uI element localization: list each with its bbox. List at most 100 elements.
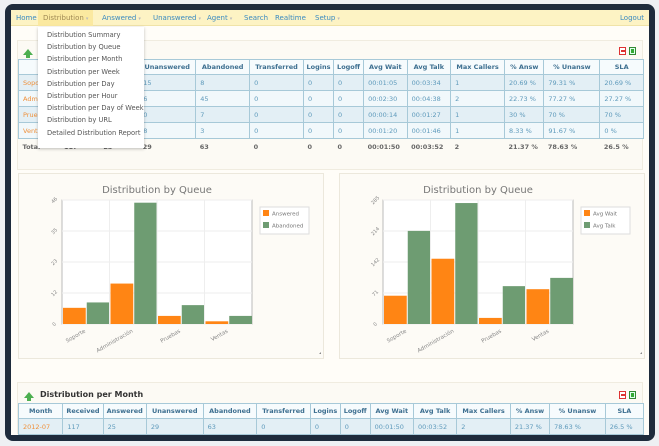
table-cell: 1	[450, 122, 506, 139]
legend-label: Answered	[272, 212, 299, 218]
total-cell: 2	[450, 138, 505, 155]
table-cell: 20.69 %	[599, 74, 644, 91]
table-cell: 1	[450, 106, 506, 123]
resize-handle-icon[interactable]	[640, 352, 642, 354]
column-header[interactable]: % Unansw	[543, 59, 601, 75]
column-header[interactable]: Unanswered	[145, 403, 204, 419]
column-header[interactable]: Logoff	[333, 59, 365, 75]
y-tick-label: 46	[50, 196, 59, 205]
column-header[interactable]: Avg Wait	[369, 403, 414, 419]
column-header[interactable]: Received	[62, 403, 104, 419]
table-cell: 70 %	[543, 106, 601, 123]
chart-calls: Distribution by Queue 0 12 23 35 46 Soporte Adm…	[50, 185, 321, 354]
column-header[interactable]: Logins	[302, 59, 335, 75]
collapse-up-icon[interactable]	[24, 392, 34, 401]
y-tick-label: 23	[50, 258, 59, 267]
column-header[interactable]: Max Callers	[456, 403, 511, 419]
table-cell: 20.69 %	[504, 74, 545, 91]
column-header[interactable]: % Answ	[509, 403, 551, 419]
bar-avg-wait	[526, 289, 550, 324]
table-cell: 00:02:30	[363, 90, 408, 107]
menu-item[interactable]: Distribution per Day of Week	[47, 104, 144, 113]
legend-swatch	[263, 222, 269, 228]
column-header[interactable]: Transferred	[256, 403, 311, 419]
table-cell: 0	[333, 106, 365, 123]
bar-avg-talk	[502, 286, 526, 324]
column-header[interactable]: % Answ	[504, 59, 545, 75]
column-header[interactable]: % Unansw	[549, 403, 606, 419]
x-tick-label: Soporte	[65, 328, 87, 344]
nav-label: Answered	[102, 14, 137, 22]
table-cell: 0	[302, 122, 335, 139]
collapse-up-icon[interactable]	[23, 49, 33, 58]
legend-label: Avg Talk	[593, 224, 616, 230]
column-header[interactable]: Month	[17, 403, 64, 419]
column-header[interactable]: Logins	[309, 403, 341, 419]
menu-item[interactable]: Detailed Distribution Report	[47, 128, 141, 137]
nav-item-answered[interactable]: Answered ▾	[97, 10, 146, 26]
chart-legend: Answered Abandoned	[259, 206, 310, 235]
excel-export-icon[interactable]	[629, 47, 636, 55]
column-header[interactable]: Unanswered	[138, 59, 197, 75]
table-cell: 29	[145, 418, 204, 435]
table-cell: 8.33 %	[504, 122, 545, 139]
menu-item[interactable]: Distribution Summary	[47, 31, 121, 39]
legend-label: Avg Wait	[593, 212, 618, 218]
bar-avg-talk	[455, 203, 478, 324]
nav-item-unanswered[interactable]: Unanswered ▾	[148, 10, 206, 26]
nav-item-search[interactable]: Search	[239, 10, 273, 26]
column-header[interactable]: SLA	[604, 403, 645, 419]
x-tick-label: Pruebas	[160, 328, 182, 344]
table-cell: 25	[102, 418, 147, 435]
table-cell: 00:01:50	[369, 418, 414, 435]
table-cell: 0	[333, 74, 365, 91]
y-tick-label: 0	[372, 321, 378, 327]
table-row: Sopor 15 8 0 0 0 00:01:05 00:03:34 1 20.69 % 79.31…	[17, 74, 644, 91]
pdf-export-icon[interactable]	[619, 47, 626, 55]
table-cell: 0	[309, 418, 341, 435]
table-cell: 70 %	[599, 106, 644, 123]
menu-item[interactable]: Distribution by URL	[47, 116, 112, 125]
total-cell: 0	[333, 138, 364, 155]
column-header[interactable]: SLA	[599, 59, 644, 75]
table-cell: 117	[62, 418, 104, 435]
excel-export-icon[interactable]	[629, 391, 636, 399]
resize-handle-icon[interactable]	[319, 352, 321, 354]
bar-abandoned	[134, 202, 157, 324]
chart-panel-times: Distribution by Queue 0 71 142 214 285 Soporte…	[339, 173, 645, 359]
y-tick-label: 35	[50, 227, 59, 236]
column-header[interactable]: Logoff	[339, 403, 371, 419]
total-cell: 29	[138, 138, 196, 155]
menu-item[interactable]: Distribution per Day	[47, 79, 115, 88]
column-header[interactable]: Avg Talk	[412, 403, 458, 419]
pdf-export-icon[interactable]	[619, 391, 626, 399]
column-header[interactable]: Avg Wait	[363, 59, 408, 75]
nav-item-home[interactable]: Home	[11, 10, 42, 26]
table-cell: 7	[195, 106, 251, 123]
table-cell: 0	[302, 90, 335, 107]
row-link[interactable]: 2012-07	[17, 418, 64, 435]
menu-item[interactable]: Distribution by Queue	[47, 43, 121, 52]
menu-item[interactable]: Distribution per Month	[47, 55, 123, 64]
nav-item-setup[interactable]: Setup ▾	[310, 10, 345, 26]
column-header[interactable]: Answered	[102, 403, 147, 419]
column-header[interactable]: Transferred	[249, 59, 304, 75]
column-header[interactable]: Avg Talk	[406, 59, 452, 75]
column-header[interactable]: Max Callers	[450, 59, 506, 75]
menu-item[interactable]: Distribution per Hour	[47, 91, 118, 100]
legend-label: Abandoned	[272, 224, 303, 230]
table-cell: 2	[450, 90, 506, 107]
chevron-down-icon: ▾	[85, 16, 89, 22]
x-tick-label: Administración	[416, 327, 456, 354]
bar-avg-wait	[384, 295, 407, 324]
chevron-down-icon: ▾	[229, 16, 233, 22]
column-header[interactable]: Abandoned	[195, 59, 251, 75]
logout-link[interactable]: Logout	[620, 14, 644, 22]
table-cell: 6	[138, 90, 197, 107]
column-header[interactable]: Abandoned	[202, 403, 258, 419]
nav-item-agent[interactable]: Agent ▾	[202, 10, 237, 26]
nav-item-distribution[interactable]: Distribution ▾	[38, 10, 94, 26]
menu-item[interactable]: Distribution per Week	[47, 67, 120, 76]
nav-label: Distribution	[43, 14, 84, 22]
nav-item-realtime[interactable]: Realtime	[270, 10, 311, 26]
